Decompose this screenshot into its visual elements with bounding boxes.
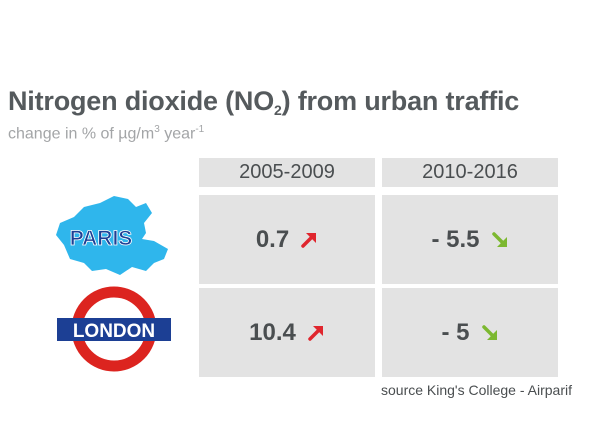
london-logo-label: LONDON [73,321,155,342]
column-header-2005-2009: 2005-2009 [199,158,375,187]
chart-subtitle: change in % of µg/m3 year-1 [8,124,205,143]
paris-logo-label: PARIS [70,227,133,250]
paris-2005-2009-value: 0.7 [255,225,290,253]
paris-2010-2016-value: - 5.5 [431,225,480,253]
london-2005-2009-value: 10.4 [249,318,296,346]
paris-logo-icon: PARIS [56,196,168,275]
source-note: source King's College - Airparif [381,382,572,398]
trend-up-arrow-icon [307,324,325,342]
london-2010-2016-cell: - 5 [382,288,558,377]
paris-2005-2009-cell: 0.7 [199,195,375,284]
column-header-2010-2016: 2010-2016 [382,158,558,187]
london-2005-2009-cell: 10.4 [199,288,375,377]
trend-down-arrow-icon [481,324,499,342]
london-underground-logo-icon: LONDON [57,286,171,372]
chart-title: Nitrogen dioxide (NO2) from urban traffi… [8,86,520,118]
paris-2010-2016-cell: - 5.5 [382,195,558,284]
trend-up-arrow-icon [300,231,318,249]
london-2010-2016-value: - 5 [441,318,470,346]
trend-down-arrow-icon [491,231,509,249]
